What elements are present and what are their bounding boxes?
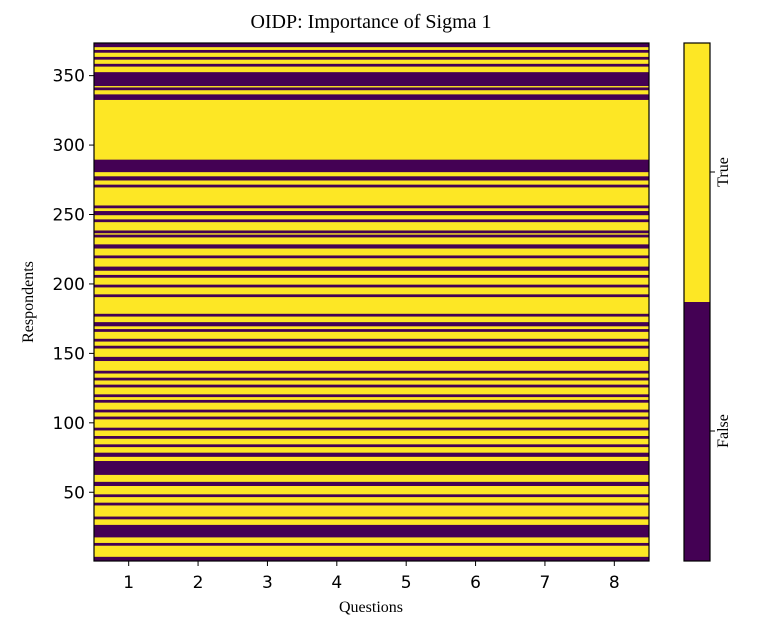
- heatmap-false-band: [94, 294, 649, 298]
- heatmap-false-band: [94, 234, 649, 238]
- heatmap-false-band: [94, 219, 649, 223]
- heatmap-false-band: [94, 274, 649, 278]
- heatmap-false-band: [94, 72, 649, 87]
- heatmap-false-band: [94, 502, 649, 506]
- x-tick-label: 3: [262, 573, 273, 593]
- x-tick-label: 1: [123, 573, 134, 593]
- heatmap-false-band: [94, 444, 649, 448]
- heatmap-false-band: [94, 266, 649, 271]
- heatmap-false-band: [94, 205, 649, 209]
- y-tick-label: 150: [53, 344, 85, 364]
- heatmap-false-band: [94, 481, 649, 487]
- heatmap-false-band: [94, 230, 649, 234]
- heatmap-false-band: [94, 94, 649, 100]
- y-tick-label: 350: [53, 67, 85, 87]
- heatmap-false-band: [94, 356, 649, 362]
- x-tick-label: 8: [609, 573, 620, 593]
- heatmap-false-band: [94, 284, 649, 288]
- heatmap-false-band: [94, 516, 649, 520]
- heatmap-false-band: [94, 524, 649, 538]
- heatmap-false-band: [94, 452, 649, 457]
- colorbar-frame: [683, 42, 711, 562]
- x-tick-label: 5: [401, 573, 412, 593]
- x-tick-label: 4: [331, 573, 342, 593]
- heatmap-false-band: [94, 43, 649, 48]
- heatmap-false-band: [94, 63, 649, 67]
- heatmap-false-band: [94, 313, 649, 317]
- heatmap-cells: [94, 43, 649, 561]
- heatmap-false-band: [94, 436, 649, 439]
- heatmap-false-band: [94, 87, 649, 91]
- y-tick-label: 100: [53, 414, 85, 434]
- heatmap-false-band: [94, 338, 649, 342]
- y-tick-label: 300: [53, 136, 85, 156]
- x-axis-ticks: 1 2 3 4 5 6 7 8: [123, 561, 620, 593]
- heatmap-false-band: [94, 394, 649, 398]
- y-tick-label: 200: [53, 275, 85, 295]
- plot-frame: [93, 42, 650, 562]
- x-tick-label: 2: [193, 573, 204, 593]
- heatmap-false-band: [94, 542, 649, 546]
- heatmap-false-band: [94, 184, 649, 188]
- heatmap-false-band: [94, 399, 649, 403]
- heatmap-false-band: [94, 370, 649, 374]
- heatmap-false-band: [94, 244, 649, 249]
- heatmap-false-band: [94, 345, 649, 349]
- y-tick-label: 250: [53, 206, 85, 226]
- heatmap-false-band: [94, 427, 649, 431]
- heatmap-false-band: [94, 409, 649, 413]
- heatmap-false-band: [94, 159, 649, 173]
- heatmap-false-band: [94, 49, 649, 53]
- colorbar: True False: [683, 42, 732, 562]
- heatmap-false-band: [94, 211, 649, 216]
- heatmap-false-band: [94, 255, 649, 259]
- heatmap-false-band: [94, 416, 649, 420]
- x-axis-label: Questions: [339, 599, 403, 616]
- y-axis-ticks: 50 100 150 200 250 300 350: [53, 67, 94, 503]
- heatmap-false-band: [94, 556, 649, 561]
- heatmap-false-band: [94, 377, 649, 381]
- colorbar-label-false: False: [715, 414, 732, 448]
- heatmap-false-band: [94, 56, 649, 60]
- heatmap-false-band: [94, 322, 649, 327]
- colorbar-label-true: True: [715, 157, 732, 187]
- heatmap-false-band: [94, 461, 649, 475]
- colorbar-false-segment: [684, 302, 710, 561]
- x-tick-label: 7: [540, 573, 551, 593]
- heatmap-false-band: [94, 176, 649, 181]
- heatmap-false-band: [94, 494, 649, 498]
- chart-title: OIDP: Importance of Sigma 1: [250, 11, 491, 33]
- heatmap-false-band: [94, 384, 649, 388]
- y-axis-label: Respondents: [20, 261, 37, 343]
- y-tick-label: 50: [63, 483, 85, 503]
- colorbar-true-segment: [684, 43, 710, 302]
- heatmap-false-band: [94, 329, 649, 332]
- x-tick-label: 6: [470, 573, 481, 593]
